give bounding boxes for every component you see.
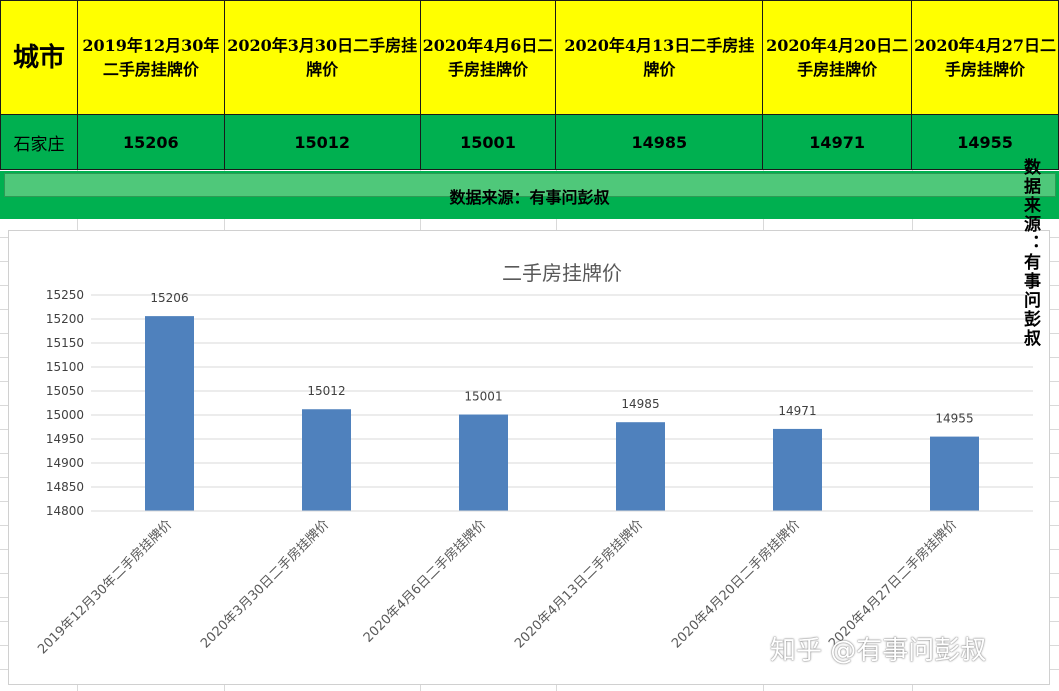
- y-tick-label: 14900: [46, 456, 84, 470]
- y-tick-label: 15250: [46, 288, 84, 302]
- city-header-cell[interactable]: 城市: [0, 0, 78, 115]
- data-label: 14985: [621, 397, 659, 411]
- bar: [616, 422, 665, 511]
- data-label: 15206: [150, 291, 188, 305]
- y-tick-label: 14950: [46, 432, 84, 446]
- city-name-cell[interactable]: 石家庄: [0, 114, 78, 170]
- y-tick-label: 14850: [46, 480, 84, 494]
- price-cell[interactable]: 15012: [223, 114, 421, 170]
- source-band: [0, 171, 1059, 219]
- bar-chart: 二手房挂牌价 14800 14850 14900 14950 15000 15050 1510…: [34, 261, 1033, 658]
- data-label: 15012: [307, 384, 345, 398]
- source-band-highlight: [4, 173, 1056, 197]
- header-row: 城市 2019年12月30年二手房挂牌价 2020年3月30日二手房挂牌价 20…: [0, 0, 1059, 115]
- data-label: 15001: [464, 390, 502, 404]
- data-label: 14955: [935, 412, 973, 426]
- y-tick-label: 14800: [46, 504, 84, 518]
- y-tick-label: 15150: [46, 336, 84, 350]
- x-tick-label: 2019年12月30年二手房挂牌价: [34, 517, 175, 658]
- bar: [459, 414, 508, 511]
- bar: [302, 409, 351, 511]
- y-tick-label: 15050: [46, 384, 84, 398]
- x-tick-label: 2020年4月13日二手房挂牌价: [511, 517, 646, 652]
- y-tick-label: 15100: [46, 360, 84, 374]
- date-header-cell[interactable]: 2019年12月30年二手房挂牌价: [76, 0, 225, 115]
- vertical-source-note: 数据来源：有事问彭叔: [1020, 158, 1040, 348]
- bar: [930, 436, 979, 511]
- x-tick-label: 2020年4月6日二手房挂牌价: [360, 517, 489, 646]
- watermark: 知乎 @有事问彭叔: [770, 636, 987, 666]
- y-tick-label: 15200: [46, 312, 84, 326]
- chart-container[interactable]: 二手房挂牌价 14800 14850 14900 14950 15000 15050 1510…: [8, 230, 1050, 685]
- price-cell[interactable]: 15206: [76, 114, 225, 170]
- y-tick-label: 15000: [46, 408, 84, 422]
- date-header-cell[interactable]: 2020年4月27日二手房挂牌价: [911, 0, 1059, 115]
- price-cell[interactable]: 15001: [419, 114, 557, 170]
- x-tick-label: 2020年3月30日二手房挂牌价: [197, 517, 332, 652]
- date-header-cell[interactable]: 2020年4月20日二手房挂牌价: [762, 0, 913, 115]
- date-header-cell[interactable]: 2020年4月13日二手房挂牌价: [555, 0, 764, 115]
- source-note: 数据来源：有事问彭叔: [449, 188, 610, 207]
- chart-title: 二手房挂牌价: [502, 261, 622, 285]
- price-table: 城市 2019年12月30年二手房挂牌价 2020年3月30日二手房挂牌价 20…: [0, 0, 1059, 170]
- bar: [145, 316, 194, 511]
- data-label: 14971: [778, 404, 816, 418]
- price-cell[interactable]: 14971: [762, 114, 913, 170]
- date-header-cell[interactable]: 2020年4月6日二手房挂牌价: [419, 0, 557, 115]
- price-cell[interactable]: 14955: [911, 114, 1059, 170]
- table-row: 石家庄 15206 15012 15001 14985 14971 14955: [0, 114, 1059, 170]
- bar: [773, 428, 822, 511]
- date-header-cell[interactable]: 2020年3月30日二手房挂牌价: [223, 0, 421, 115]
- price-cell[interactable]: 14985: [555, 114, 764, 170]
